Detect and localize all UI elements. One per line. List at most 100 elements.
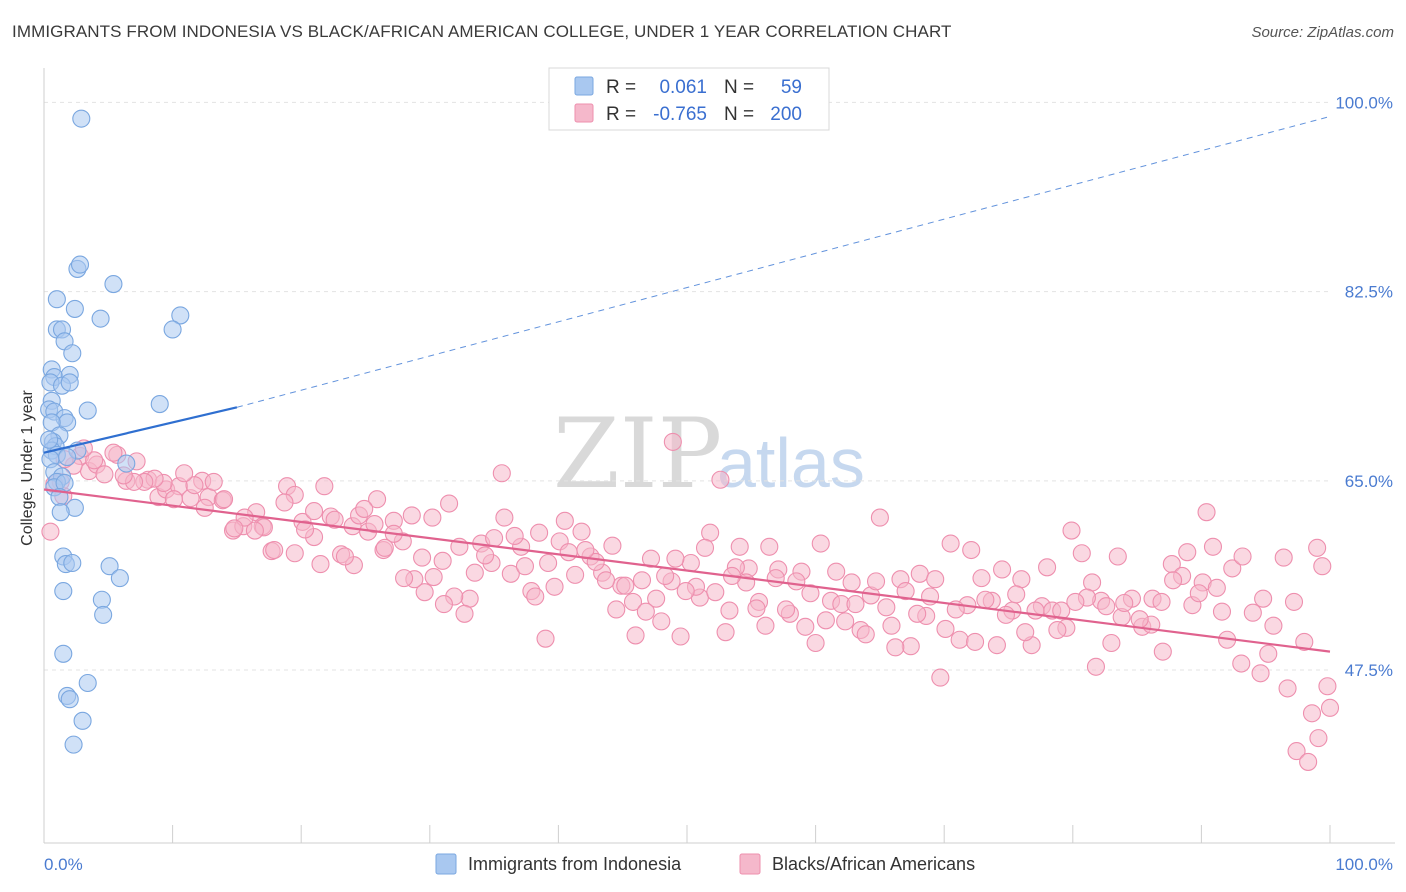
x-tick-label-1: 100.0% <box>1335 855 1393 874</box>
black-point-217 <box>415 583 434 602</box>
indonesia-point-55 <box>73 711 92 730</box>
legend-r-value-indonesia: 0.061 <box>659 77 707 98</box>
black-point-209 <box>495 508 514 527</box>
black-point-212 <box>465 563 484 582</box>
black-point-174 <box>846 595 865 614</box>
black-point-136 <box>1251 664 1270 683</box>
black-point-118 <box>1223 559 1242 578</box>
black-point-216 <box>424 567 443 587</box>
black-point-77 <box>811 534 830 553</box>
black-point-232 <box>265 540 284 560</box>
legend-top-box <box>548 67 830 131</box>
black-point-203 <box>555 511 574 530</box>
black-point-131 <box>1287 742 1306 761</box>
black-point-182 <box>766 569 785 588</box>
black-point-101 <box>1052 601 1071 620</box>
black-point-116 <box>1203 537 1223 556</box>
trend-lines <box>43 116 1331 653</box>
black-point-188 <box>706 583 725 602</box>
black-point-23 <box>285 544 304 563</box>
black-point-137 <box>1232 654 1251 673</box>
black-point-198 <box>607 600 626 619</box>
black-point-128 <box>1313 557 1332 576</box>
black-point-141 <box>1189 584 1208 603</box>
legend-n-value-black: 200 <box>770 104 802 125</box>
black-point-147 <box>1115 593 1134 613</box>
legend-swatch-indonesia <box>574 76 594 96</box>
black-point-152 <box>1066 592 1085 611</box>
y-tick-label-1: 65.0% <box>1345 472 1393 491</box>
black-point-162 <box>966 632 985 651</box>
black-point-68 <box>720 601 739 620</box>
black-point-202 <box>566 565 585 584</box>
indonesia-point-7 <box>171 306 190 325</box>
black-point-143 <box>1164 571 1183 590</box>
black-point-226 <box>325 510 344 529</box>
legend-r-label-black: R = <box>606 104 636 125</box>
black-point-166 <box>926 570 945 589</box>
black-point-120 <box>1243 603 1262 622</box>
indonesia-point-56 <box>64 735 83 754</box>
black-point-142 <box>1178 543 1197 562</box>
indonesia-point-5 <box>65 299 84 318</box>
black-point-160 <box>987 636 1006 655</box>
black-point-59 <box>632 571 652 590</box>
black-point-134 <box>1278 679 1297 698</box>
black-point-36 <box>402 506 421 525</box>
black-point-248 <box>104 443 123 462</box>
black-point-210 <box>485 529 504 548</box>
black-point-127 <box>1308 538 1327 557</box>
black-point-194 <box>647 589 666 608</box>
indonesia-point-20 <box>150 395 169 414</box>
black-point-180 <box>787 572 806 591</box>
black-point-125 <box>1295 632 1314 651</box>
x-tick-labels: 0.0% 100.0% <box>44 855 1393 874</box>
black-point-50 <box>539 553 558 573</box>
bottom-legend-swatch-black <box>739 853 761 875</box>
black-point-129 <box>1318 677 1337 696</box>
black-point-83 <box>870 508 889 527</box>
black-point-161 <box>976 590 995 609</box>
legend-n-value-indonesia: 59 <box>781 77 802 98</box>
indonesia-point-0 <box>72 109 91 128</box>
indonesia-point-2 <box>70 255 90 274</box>
legend-r-value-black: -0.765 <box>653 104 707 125</box>
black-point-240 <box>185 476 204 495</box>
black-point-139 <box>1207 578 1226 597</box>
black-point-249 <box>95 465 114 484</box>
black-point-92 <box>962 540 981 560</box>
indonesia-point-10 <box>163 320 182 339</box>
legend-n-label-indonesia: N = <box>724 77 754 98</box>
black-point-250 <box>85 451 104 470</box>
black-point-66 <box>701 523 720 542</box>
black-point-126 <box>1302 704 1322 723</box>
watermark: ZIP atlas <box>553 398 865 510</box>
black-point-183 <box>756 616 775 635</box>
black-point-63 <box>671 627 690 646</box>
black-point-156 <box>1026 601 1045 620</box>
black-point-221 <box>375 538 394 557</box>
legend-bottom: Immigrants from Indonesia Blacks/African… <box>435 853 975 875</box>
black-point-38 <box>423 508 442 527</box>
black-point-187 <box>716 623 735 642</box>
black-point-95 <box>993 560 1012 579</box>
black-point-165 <box>936 619 955 638</box>
black-point-84 <box>882 616 901 635</box>
black-point-37 <box>413 548 432 567</box>
black-point-133 <box>1309 729 1328 748</box>
series-immigrants-from-indonesia <box>40 109 190 754</box>
black-point-49 <box>530 523 549 542</box>
black-point-117 <box>1212 602 1232 621</box>
black-point-56 <box>603 536 622 555</box>
black-point-97 <box>1012 570 1031 589</box>
black-point-146 <box>1130 610 1149 629</box>
black-point-199 <box>596 571 616 590</box>
indonesia-point-6 <box>91 309 110 328</box>
black-point-121 <box>1254 589 1273 608</box>
black-point-225 <box>335 547 354 566</box>
black-point-242 <box>164 490 183 509</box>
indonesia-point-50 <box>92 590 111 609</box>
x-tick-label-0: 0.0% <box>44 855 83 874</box>
black-point-53 <box>572 522 591 541</box>
